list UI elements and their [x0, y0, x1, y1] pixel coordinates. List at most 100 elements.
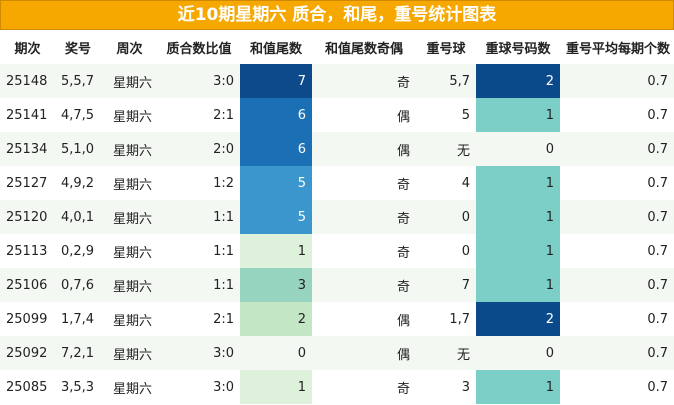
table-row: 25134 5,1,0 星期六 2:0 6 偶无 0 0.7	[0, 132, 674, 166]
cell-issue: 25085	[0, 370, 55, 404]
cell-parity: 奇	[312, 64, 416, 98]
cell-numbers: 3,5,3	[55, 370, 101, 404]
cell-repeat: 5	[416, 98, 476, 132]
cell-avg: 0.7	[560, 64, 674, 98]
cell-issue: 25148	[0, 64, 55, 98]
cell-parity: 偶	[312, 132, 416, 166]
cell-numbers: 4,9,2	[55, 166, 101, 200]
cell-repeat: 无	[416, 132, 476, 166]
cell-ratio: 2:0	[158, 132, 240, 166]
table-row: 25106 0,7,6 星期六 1:1 3 奇 7 1 0.7	[0, 268, 674, 302]
cell-repeat: 4	[416, 166, 476, 200]
cell-tail: 6	[240, 132, 312, 166]
cell-tail: 5	[240, 166, 312, 200]
cell-weekday: 星期六	[101, 268, 158, 302]
cell-weekday: 星期六	[101, 370, 158, 404]
cell-tail: 5	[240, 200, 312, 234]
cell-repeat-count: 2	[476, 64, 560, 98]
cell-issue: 25134	[0, 132, 55, 166]
table-row: 25141 4,7,5 星期六 2:1 6 偶 5 1 0.7	[0, 98, 674, 132]
cell-avg: 0.7	[560, 234, 674, 268]
header-avg: 重号平均每期个数	[560, 30, 674, 64]
cell-repeat-count: 1	[476, 234, 560, 268]
stats-table: 期次 奖号 周次 质合数比值 和值尾数 和值尾数奇偶 重号球 重球号码数 重号平…	[0, 30, 674, 404]
cell-ratio: 1:2	[158, 166, 240, 200]
cell-issue: 25127	[0, 166, 55, 200]
cell-avg: 0.7	[560, 302, 674, 336]
cell-numbers: 5,5,7	[55, 64, 101, 98]
cell-avg: 0.7	[560, 98, 674, 132]
cell-weekday: 星期六	[101, 336, 158, 370]
cell-parity: 奇	[312, 234, 416, 268]
cell-tail: 6	[240, 98, 312, 132]
cell-ratio: 3:0	[158, 370, 240, 404]
cell-repeat-count: 2	[476, 302, 560, 336]
cell-repeat: 0	[416, 234, 476, 268]
cell-repeat-count: 1	[476, 166, 560, 200]
cell-weekday: 星期六	[101, 200, 158, 234]
cell-issue: 25099	[0, 302, 55, 336]
table-row: 25127 4,9,2 星期六 1:2 5 奇 4 1 0.7	[0, 166, 674, 200]
cell-issue: 25141	[0, 98, 55, 132]
cell-numbers: 5,1,0	[55, 132, 101, 166]
cell-repeat: 3	[416, 370, 476, 404]
cell-issue: 25120	[0, 200, 55, 234]
cell-parity: 奇	[312, 200, 416, 234]
header-issue: 期次	[0, 30, 55, 64]
cell-numbers: 4,7,5	[55, 98, 101, 132]
cell-avg: 0.7	[560, 132, 674, 166]
table-row: 25148 5,5,7 星期六 3:0 7 奇 5,7 2 0.7	[0, 64, 674, 98]
cell-issue: 25106	[0, 268, 55, 302]
cell-ratio: 1:1	[158, 200, 240, 234]
header-ratio: 质合数比值	[158, 30, 240, 64]
cell-repeat-count: 0	[476, 132, 560, 166]
cell-avg: 0.7	[560, 336, 674, 370]
cell-ratio: 3:0	[158, 336, 240, 370]
cell-parity: 奇	[312, 166, 416, 200]
cell-repeat-count: 1	[476, 268, 560, 302]
cell-avg: 0.7	[560, 166, 674, 200]
cell-numbers: 4,0,1	[55, 200, 101, 234]
header-repeat-count: 重球号码数	[476, 30, 560, 64]
cell-tail: 1	[240, 234, 312, 268]
cell-weekday: 星期六	[101, 302, 158, 336]
header-tail: 和值尾数	[240, 30, 312, 64]
cell-repeat: 1,7	[416, 302, 476, 336]
cell-weekday: 星期六	[101, 132, 158, 166]
cell-weekday: 星期六	[101, 64, 158, 98]
cell-weekday: 星期六	[101, 234, 158, 268]
cell-tail: 7	[240, 64, 312, 98]
cell-ratio: 3:0	[158, 64, 240, 98]
cell-numbers: 0,7,6	[55, 268, 101, 302]
cell-issue: 25113	[0, 234, 55, 268]
header-weekday: 周次	[101, 30, 158, 64]
cell-tail: 2	[240, 302, 312, 336]
cell-weekday: 星期六	[101, 98, 158, 132]
cell-ratio: 1:1	[158, 268, 240, 302]
header-repeat: 重号球	[416, 30, 476, 64]
cell-ratio: 2:1	[158, 98, 240, 132]
cell-repeat: 0	[416, 200, 476, 234]
cell-repeat-count: 1	[476, 200, 560, 234]
cell-avg: 0.7	[560, 370, 674, 404]
table-row: 25085 3,5,3 星期六 3:0 1 奇 3 1 0.7	[0, 370, 674, 404]
cell-repeat: 7	[416, 268, 476, 302]
cell-parity: 偶	[312, 302, 416, 336]
table-row: 25092 7,2,1 星期六 3:0 0 偶无 0 0.7	[0, 336, 674, 370]
cell-repeat: 5,7	[416, 64, 476, 98]
cell-issue: 25092	[0, 336, 55, 370]
cell-avg: 0.7	[560, 268, 674, 302]
header-row: 期次 奖号 周次 质合数比值 和值尾数 和值尾数奇偶 重号球 重球号码数 重号平…	[0, 30, 674, 64]
cell-ratio: 1:1	[158, 234, 240, 268]
cell-parity: 奇	[312, 268, 416, 302]
page-title: 近10期星期六 质合，和尾，重号统计图表	[0, 0, 674, 30]
cell-tail: 1	[240, 370, 312, 404]
header-numbers: 奖号	[55, 30, 101, 64]
cell-numbers: 7,2,1	[55, 336, 101, 370]
cell-repeat-count: 0	[476, 336, 560, 370]
cell-numbers: 0,2,9	[55, 234, 101, 268]
cell-avg: 0.7	[560, 200, 674, 234]
table-row: 25113 0,2,9 星期六 1:1 1 奇 0 1 0.7	[0, 234, 674, 268]
cell-ratio: 2:1	[158, 302, 240, 336]
